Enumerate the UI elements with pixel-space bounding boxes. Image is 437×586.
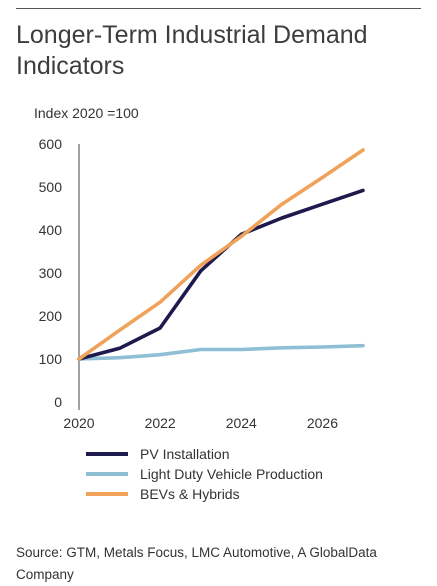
source-note: Source: GTM, Metals Focus, LMC Automotiv… <box>16 545 377 582</box>
legend-label: BEVs & Hybrids <box>140 486 240 502</box>
y-tick-labels: 0 100 200 300 400 500 600 <box>39 136 63 410</box>
x-tick-label: 2020 <box>63 415 94 430</box>
y-axis-label: Index 2020 =100 <box>34 105 139 121</box>
top-divider <box>16 8 421 9</box>
x-tick-label: 2026 <box>307 415 338 430</box>
x-tick-label: 2024 <box>226 415 257 430</box>
y-tick-label: 300 <box>39 265 63 281</box>
legend-item-pv-installation: PV Installation <box>86 444 323 464</box>
legend-swatch-pv-installation <box>86 452 128 456</box>
chart-title: Longer-Term Industrial Demand Indicators <box>16 21 368 80</box>
line-chart: 0 100 200 300 400 500 600 2020 2022 2024 2026 <box>39 136 365 430</box>
y-tick-label: 100 <box>39 351 63 367</box>
series-lines <box>77 148 365 361</box>
y-tick-label: 500 <box>39 179 63 195</box>
legend: PV Installation Light Duty Vehicle Produ… <box>86 444 323 504</box>
series-line-bevs-hybrids <box>77 148 365 361</box>
y-tick-label: 600 <box>39 136 63 152</box>
x-tick-labels: 2020 2022 2024 2026 <box>63 415 338 430</box>
legend-label: Light Duty Vehicle Production <box>140 466 323 482</box>
series-line-pv-installation <box>77 188 365 361</box>
legend-item-light-duty-vehicle-production: Light Duty Vehicle Production <box>86 464 323 484</box>
y-tick-label: 400 <box>39 222 63 238</box>
legend-swatch-light-duty-vehicle-production <box>86 472 128 476</box>
legend-label: PV Installation <box>140 446 230 462</box>
x-tick-label: 2022 <box>145 415 176 430</box>
y-tick-label: 0 <box>54 394 62 410</box>
legend-swatch-bevs-hybrids <box>86 492 128 496</box>
series-line-light-duty-vehicle-production <box>77 343 365 361</box>
legend-item-bevs-hybrids: BEVs & Hybrids <box>86 484 323 504</box>
y-tick-label: 200 <box>39 308 63 324</box>
